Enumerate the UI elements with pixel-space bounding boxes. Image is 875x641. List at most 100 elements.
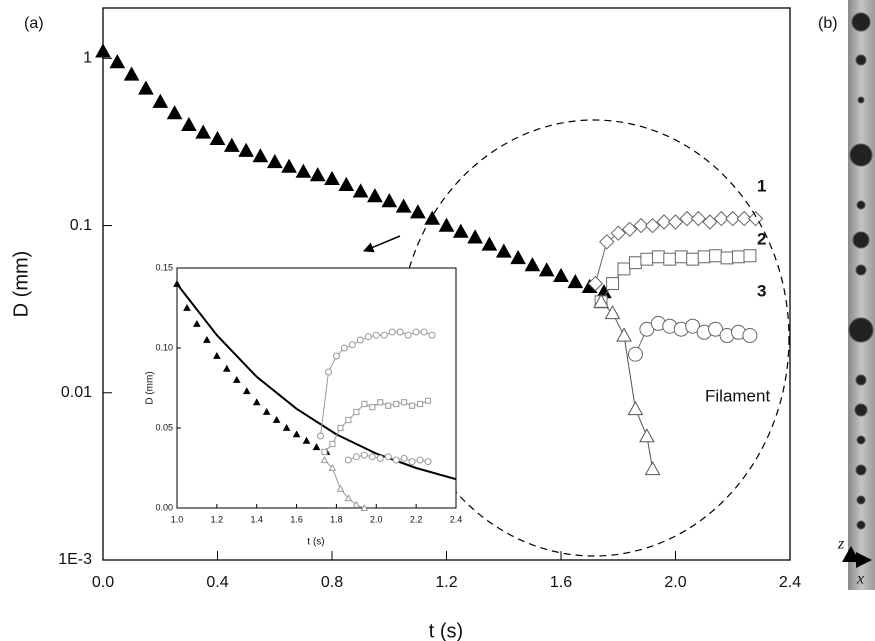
marker <box>702 214 718 230</box>
marker <box>361 400 368 408</box>
y-tick-label: 0.15 <box>155 262 173 272</box>
marker <box>181 116 197 131</box>
marker <box>292 430 301 438</box>
marker <box>629 256 642 270</box>
marker <box>345 416 352 424</box>
marker <box>232 375 241 383</box>
x-tick-label: 1.6 <box>550 574 572 591</box>
annotation: 2 <box>757 229 766 248</box>
x-tick-label: 2.2 <box>410 514 423 524</box>
marker <box>720 251 734 265</box>
marker <box>524 257 541 272</box>
marker <box>152 93 169 108</box>
marker <box>360 451 368 459</box>
droplet <box>855 374 867 386</box>
marker <box>209 130 226 145</box>
axis-label: z <box>837 536 845 553</box>
marker <box>376 454 384 462</box>
marker <box>428 331 436 339</box>
marker <box>183 303 191 311</box>
marker <box>593 293 609 308</box>
marker <box>481 236 498 251</box>
marker <box>312 443 321 451</box>
annotation: Filament <box>705 386 770 405</box>
axis-label: x <box>856 571 864 588</box>
marker <box>340 344 348 352</box>
marker <box>732 250 745 264</box>
marker <box>417 400 424 408</box>
marker <box>295 163 312 178</box>
droplet <box>857 96 865 104</box>
droplet <box>856 435 866 445</box>
marker <box>352 453 360 461</box>
marker <box>713 210 730 227</box>
marker <box>495 243 512 258</box>
marker <box>667 214 684 230</box>
y-axis-label: D (mm) <box>10 251 32 318</box>
marker <box>452 223 469 238</box>
marker <box>262 407 271 415</box>
marker <box>369 404 376 411</box>
marker <box>309 167 326 182</box>
marker <box>109 54 126 69</box>
x-tick-label: 0.8 <box>321 574 343 591</box>
marker <box>281 158 297 173</box>
marker <box>321 448 328 456</box>
marker <box>587 275 604 292</box>
marker <box>396 328 404 336</box>
series-line <box>176 283 457 481</box>
droplet <box>856 200 866 210</box>
marker <box>356 336 364 344</box>
marker <box>633 217 649 234</box>
marker <box>282 423 291 431</box>
droplet <box>852 231 870 249</box>
marker <box>639 428 655 443</box>
marker <box>742 328 758 344</box>
y-tick-label: 0.01 <box>61 384 92 401</box>
marker <box>404 331 412 339</box>
marker <box>725 210 741 227</box>
axis-icon <box>842 546 860 562</box>
axis-icon <box>856 552 872 568</box>
plot-area <box>176 267 457 509</box>
marker <box>538 262 555 277</box>
marker <box>223 137 240 152</box>
marker <box>553 267 569 282</box>
x-axis-label: t (s) <box>307 537 324 548</box>
x-tick-label: 1.2 <box>435 574 457 591</box>
marker <box>644 460 661 476</box>
marker <box>203 335 211 343</box>
marker <box>388 328 396 336</box>
marker <box>166 105 183 120</box>
marker <box>424 458 432 466</box>
x-tick-label: 1.0 <box>171 514 184 524</box>
x-tick-label: 0.4 <box>206 574 228 591</box>
marker <box>364 333 372 341</box>
marker <box>193 319 201 327</box>
marker <box>736 210 752 227</box>
annotation: 1 <box>757 176 766 195</box>
marker <box>329 440 336 448</box>
marker <box>627 346 643 362</box>
marker <box>238 142 254 157</box>
marker <box>380 331 388 339</box>
marker <box>336 484 345 492</box>
x-tick-label: 1.4 <box>250 514 263 524</box>
y-tick-label: 1 <box>83 50 92 67</box>
marker <box>679 210 695 227</box>
marker <box>420 328 428 336</box>
marker <box>324 170 340 185</box>
droplet <box>856 495 866 505</box>
y-tick-label: 1E-3 <box>58 551 92 568</box>
marker <box>610 225 627 241</box>
marker <box>348 341 356 349</box>
marker <box>385 402 392 409</box>
x-tick-label: 1.8 <box>330 514 343 524</box>
droplet <box>848 317 874 343</box>
y-axis-label: D (mm) <box>145 371 156 404</box>
marker <box>320 455 329 463</box>
marker <box>328 463 337 471</box>
marker <box>708 321 724 337</box>
marker <box>95 43 111 58</box>
x-tick-label: 1.2 <box>211 514 224 524</box>
